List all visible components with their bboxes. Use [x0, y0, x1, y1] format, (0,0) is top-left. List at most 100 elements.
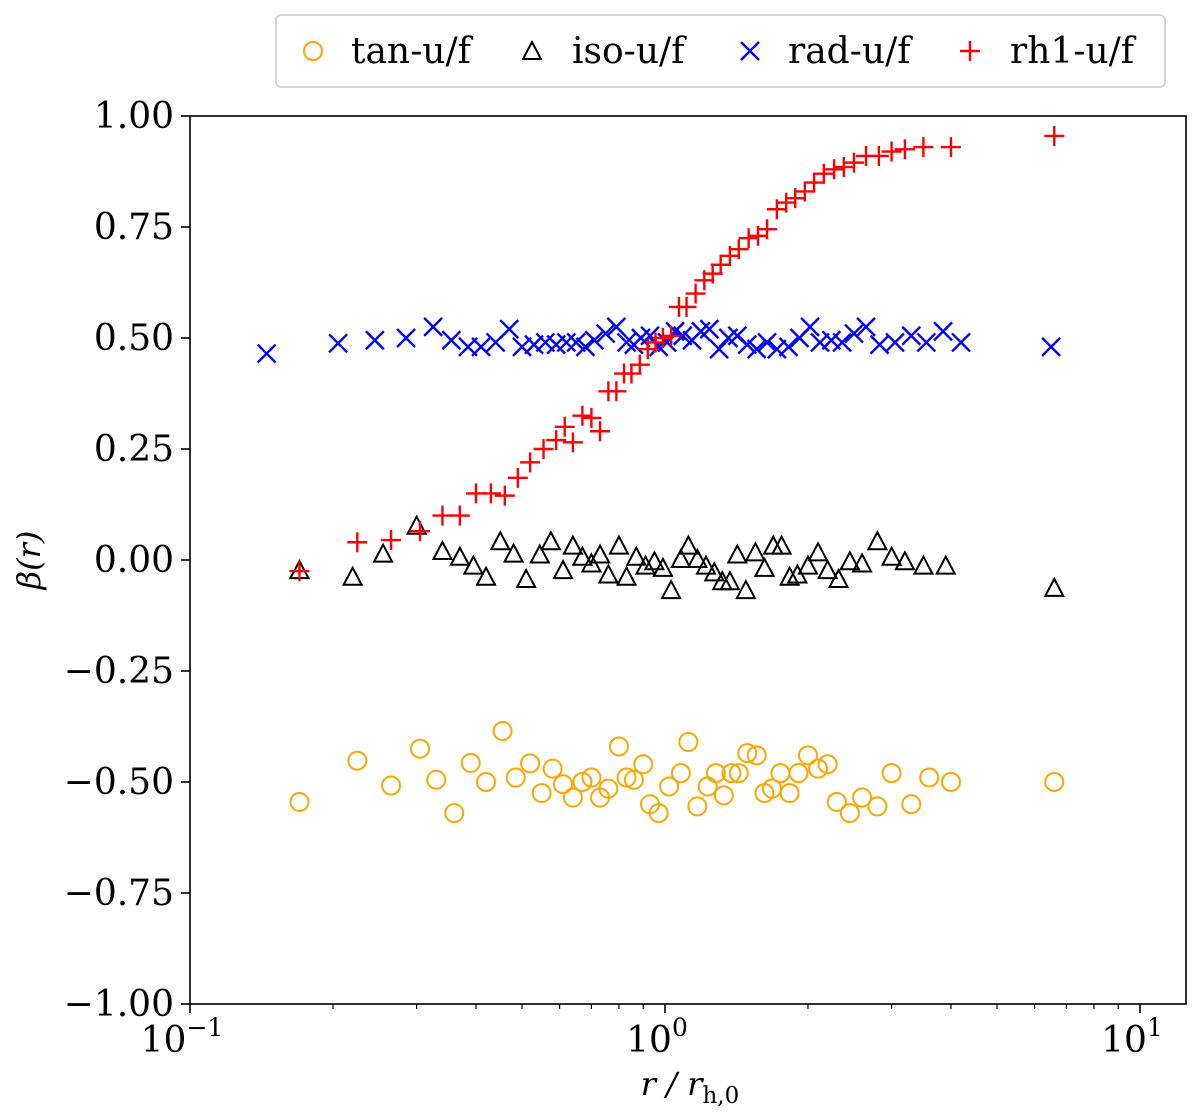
data-point — [856, 317, 876, 337]
data-point — [808, 758, 829, 779]
data-point — [817, 754, 838, 775]
legend: tan-u/f iso-u/f rad-u/f rh1-u/f — [275, 14, 1166, 88]
data-point — [554, 416, 575, 437]
data-point — [575, 337, 596, 357]
data-point — [881, 763, 902, 784]
data-point — [737, 334, 758, 355]
x-tick-base: 10 — [141, 1020, 187, 1061]
data-point — [933, 321, 953, 342]
data-point — [364, 330, 385, 351]
data-point — [606, 317, 627, 337]
data-point — [625, 545, 647, 566]
data-point — [813, 163, 834, 184]
data-point — [738, 228, 759, 249]
data-point — [1043, 576, 1065, 597]
y-axis-label: β(r) — [10, 531, 48, 591]
data-point — [652, 328, 673, 348]
data-point — [867, 796, 888, 817]
data-point — [804, 172, 825, 193]
data-point — [426, 769, 447, 790]
legend-label-iso: iso-u/f — [572, 31, 687, 72]
data-point — [816, 558, 839, 580]
data-point — [608, 534, 630, 555]
data-point — [935, 554, 957, 575]
data-point — [571, 545, 594, 566]
x-tick-base: 10 — [1101, 1020, 1147, 1061]
data-point — [590, 421, 611, 442]
data-point — [807, 541, 829, 562]
data-point — [572, 772, 593, 792]
data-point — [728, 239, 749, 260]
legend-label-rad: rad-u/f — [788, 31, 913, 72]
series-iso — [288, 514, 1065, 600]
data-point — [616, 332, 637, 353]
data-point — [553, 774, 574, 795]
x-tick-label: 100 — [626, 1013, 688, 1061]
data-point — [581, 407, 602, 428]
data-point — [757, 332, 777, 353]
data-point — [719, 570, 741, 591]
data-point — [615, 565, 638, 586]
data-point — [894, 139, 915, 160]
data-point — [705, 763, 726, 784]
data-point — [728, 763, 749, 784]
data-point — [824, 159, 845, 180]
data-point — [770, 763, 791, 784]
data-point — [919, 767, 940, 788]
data-point — [794, 181, 815, 202]
data-point — [753, 556, 776, 577]
data-point — [778, 565, 801, 586]
data-point — [629, 354, 650, 375]
x-axis-label-sub: h,0 — [702, 1083, 739, 1109]
data-point — [520, 452, 541, 473]
y-tick-label: −0.75 — [64, 873, 174, 914]
data-point — [1044, 772, 1065, 792]
data-point — [515, 567, 537, 588]
data-point — [779, 783, 800, 804]
data-point — [826, 791, 847, 812]
x-tick-exponent: −1 — [186, 1013, 223, 1042]
data-point — [471, 337, 491, 357]
data-point — [441, 330, 462, 351]
data-point — [476, 772, 497, 792]
data-point — [507, 467, 528, 488]
data-point — [444, 803, 465, 824]
data-point — [540, 530, 562, 551]
y-tick-label: −0.25 — [64, 651, 174, 692]
x-axis-label-main: r / r — [641, 1065, 704, 1103]
data-point — [449, 545, 471, 566]
x-tick-label: 101 — [1101, 1013, 1163, 1061]
data-point — [347, 750, 368, 771]
data-point — [839, 550, 861, 571]
data-point — [347, 532, 368, 553]
data-point — [709, 339, 729, 359]
legend-label-rh1: rh1-u/f — [1010, 31, 1137, 72]
data-point — [678, 732, 699, 753]
y-tick-label: 0.75 — [94, 207, 174, 248]
data-point — [916, 332, 937, 353]
data-point — [556, 332, 577, 353]
data-point — [913, 137, 934, 158]
legend-marker-circle — [303, 41, 323, 61]
data-point — [531, 783, 552, 804]
data-point — [746, 745, 767, 766]
data-point — [833, 157, 854, 178]
data-point — [572, 405, 593, 426]
data-point — [778, 337, 799, 357]
series-tan — [289, 720, 1065, 824]
data-point — [341, 565, 364, 586]
x-tick-label: 10−1 — [141, 1013, 224, 1061]
data-point — [533, 439, 554, 459]
data-point — [776, 192, 797, 213]
legend-marker-triangle — [521, 39, 543, 60]
data-point — [623, 769, 644, 790]
data-point — [767, 339, 787, 359]
data-point — [410, 521, 431, 542]
data-point — [800, 317, 820, 337]
data-point — [381, 530, 402, 551]
data-point — [512, 337, 532, 357]
data-point — [940, 772, 961, 792]
data-point — [475, 565, 497, 586]
data-point — [880, 545, 903, 566]
y-tick-label: 0.25 — [94, 429, 174, 470]
